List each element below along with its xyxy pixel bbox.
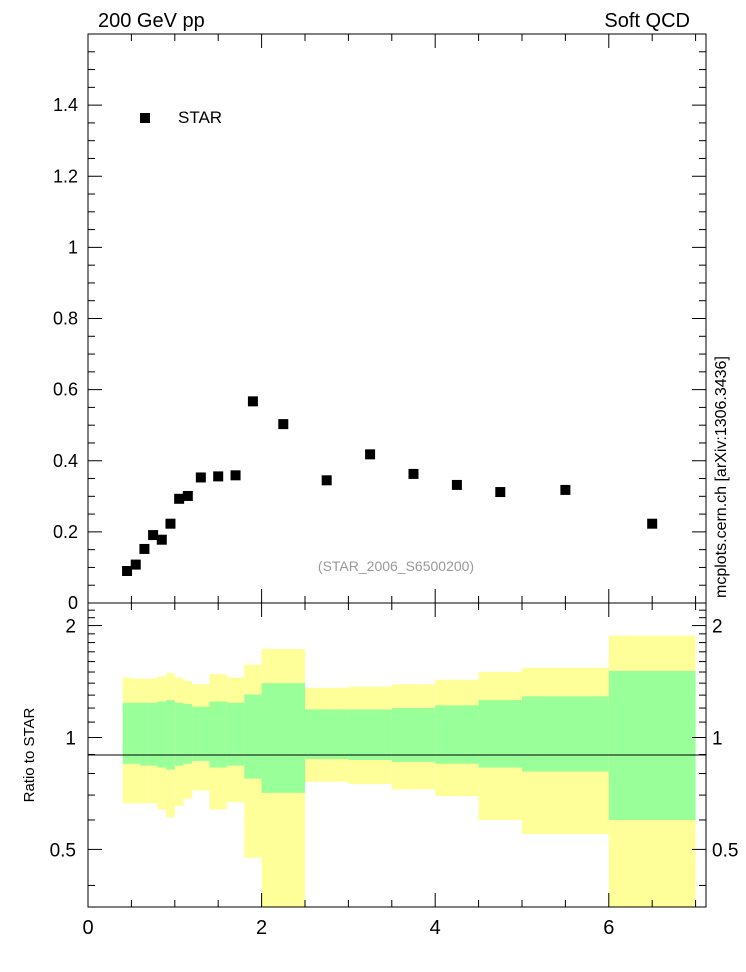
data-point (247, 396, 258, 407)
main-panel: 0 0.2 0.4 0.6 0.8 1 1.2 1.4 (STAR_2006_S6500200… (53, 33, 707, 613)
main-marks (122, 396, 658, 576)
ratio-y-tick-label-right: 2 (712, 617, 723, 638)
data-point (182, 490, 193, 501)
ratio-bands (122, 635, 696, 907)
data-point (647, 518, 658, 529)
y-tick-label: 0 (68, 593, 78, 613)
data-point (365, 449, 376, 460)
y-tick-label: 0.8 (53, 309, 78, 329)
green-band (157, 701, 167, 768)
x-tick-label: 2 (256, 917, 267, 939)
green-band (226, 702, 245, 766)
green-band (261, 683, 305, 793)
data-point (278, 419, 289, 430)
green-band (174, 702, 184, 766)
green-band (131, 702, 141, 764)
data-point (560, 484, 571, 495)
y-tick-label: 1 (68, 237, 78, 257)
data-point (148, 530, 159, 541)
y-tick-label: 0.4 (53, 451, 78, 471)
y-tick-label: 1.2 (53, 166, 78, 186)
data-point (165, 518, 176, 529)
green-band (304, 709, 349, 760)
annotation-label: (STAR_2006_S6500200) (318, 558, 474, 574)
green-band (435, 705, 479, 764)
y-tick-label: 0.6 (53, 380, 78, 400)
data-point (156, 534, 167, 545)
x-tick-label: 6 (603, 917, 614, 939)
y-tick-label: 0.2 (53, 522, 78, 542)
ratio-y-tick-label: 1 (65, 728, 76, 749)
data-point (213, 471, 224, 482)
ratio-y-tick-label-right: 0.5 (712, 840, 738, 861)
data-point (495, 487, 506, 498)
green-band (166, 700, 175, 770)
data-point (195, 472, 206, 483)
green-band (122, 702, 132, 764)
ratio-y-tick-label: 0.5 (50, 840, 76, 861)
y-tick-label: 1.4 (53, 95, 78, 115)
data-point (451, 479, 462, 490)
x-tick-label: 0 (82, 917, 93, 939)
green-band (348, 709, 392, 760)
data-point (174, 493, 185, 504)
header-right-label: Soft QCD (604, 10, 690, 32)
green-band (244, 694, 262, 779)
green-band (140, 702, 149, 766)
green-band (608, 670, 696, 820)
green-band (521, 696, 609, 772)
green-band (478, 700, 522, 768)
legend: STAR (140, 108, 222, 127)
x-tick-label: 4 (430, 917, 441, 939)
side-label: mcplots.cern.ch [arXiv:1306.3436] (713, 356, 730, 598)
ratio-panel: 0.5 0.5 1 1 2 2 0 2 4 6 Ratio to STAR (21, 602, 738, 939)
green-band (391, 708, 436, 762)
green-band (209, 701, 227, 768)
legend-marker (140, 113, 150, 123)
green-band (148, 702, 158, 766)
ratio-y-tick-label: 2 (65, 617, 76, 638)
legend-label: STAR (178, 108, 222, 127)
data-point (139, 543, 150, 554)
ratio-y-tick-label-right: 1 (712, 728, 723, 749)
ratio-frame (87, 602, 707, 908)
data-point (321, 475, 332, 486)
green-band (183, 704, 193, 764)
header-left-label: 200 GeV pp (98, 10, 205, 32)
main-ticks: 0 0.2 0.4 0.6 0.8 1 1.2 1.4 (53, 34, 706, 613)
green-band (192, 706, 210, 761)
data-point (130, 559, 141, 570)
data-point (122, 565, 133, 576)
data-point (408, 468, 419, 479)
ratio-ylabel: Ratio to STAR (21, 707, 38, 802)
data-point (230, 470, 241, 481)
